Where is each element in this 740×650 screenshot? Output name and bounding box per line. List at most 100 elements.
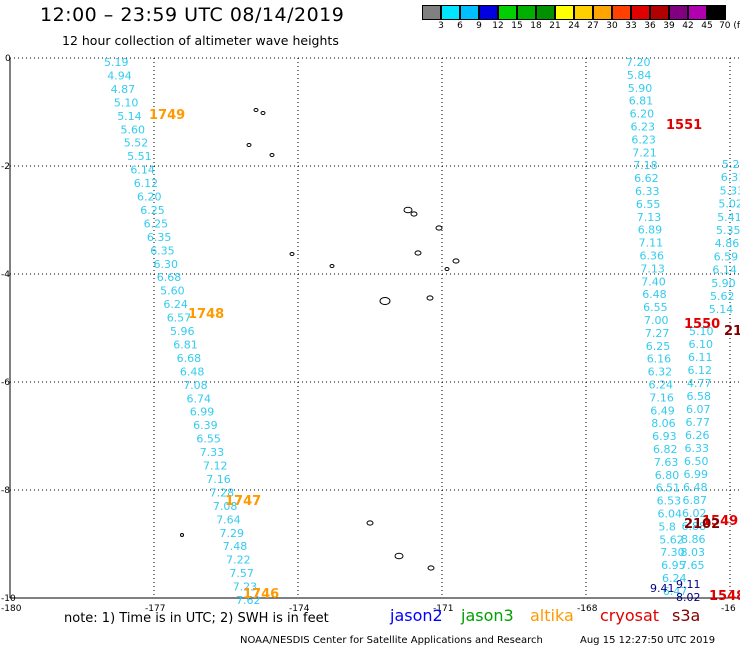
swh-value-track-a: 6.25	[144, 217, 169, 230]
note-text: note: 1) Time is in UTC; 2) SWH is in fe…	[64, 611, 329, 626]
swh-value-track-a: 6.57	[167, 312, 192, 325]
swh-value-track-b: 7.21	[632, 146, 657, 159]
scale-label: 70 (ft)	[719, 21, 740, 31]
swh-value-track-a: 6.81	[173, 338, 198, 351]
swh-value-track-a: 6.35	[147, 231, 172, 244]
swh-value-track-b: 7.27	[645, 327, 670, 340]
swh-value-track-d: 5.33	[720, 184, 740, 197]
swh-value-track-c: 6.88	[682, 520, 707, 533]
swh-value-track-d: 5.62	[710, 290, 735, 303]
swh-value-track-b: 8.06	[651, 417, 676, 430]
swh-value-track-a: 5.52	[124, 137, 149, 150]
swh-value-track-b: 6.93	[652, 430, 677, 443]
swh-value-dark: 9.11	[676, 578, 701, 591]
legend-jason2: jason2	[390, 606, 443, 625]
scale-swatch	[574, 5, 593, 20]
x-axis-label: -16	[721, 604, 736, 614]
swh-value-track-d: 5.35	[716, 224, 740, 237]
island-outline	[435, 225, 443, 231]
swh-value-track-a: 5.10	[114, 96, 138, 109]
swh-value-track-b: 7.00	[644, 314, 669, 327]
swh-value-dark: 9.41	[650, 582, 675, 595]
swh-value-track-b: 5.62	[659, 533, 684, 546]
scale-label: 45	[701, 21, 713, 31]
y-axis-label: 0	[5, 54, 11, 64]
scale-label: 9	[476, 21, 482, 31]
scale-label: 36	[644, 21, 656, 31]
swh-value-track-d: 6.59	[714, 250, 739, 263]
swh-value-track-b: 6.04	[658, 508, 683, 521]
swh-value-track-a: 5.96	[170, 325, 195, 338]
swh-value-track-b: 6.32	[648, 366, 673, 379]
swh-value-track-a: 7.57	[229, 567, 254, 580]
x-axis-label: -174	[289, 604, 310, 614]
swh-value-track-a: 6.35	[150, 244, 175, 257]
scale-label: 21	[549, 21, 561, 31]
swh-value-track-c: 6.99	[684, 468, 709, 481]
scale-label: 42	[682, 21, 694, 31]
swh-value-track-b: 6.25	[646, 340, 671, 353]
swh-value-track-c: 6.02	[682, 507, 707, 520]
swh-value-track-a: 7.23	[233, 581, 258, 594]
swh-value-track-b: 6.24	[649, 379, 674, 392]
swh-value-track-b: 6.55	[643, 301, 668, 314]
swh-value-track-c: 7.65	[680, 559, 705, 572]
swh-value-track-b: 7.20	[626, 56, 651, 69]
scale-swatch	[631, 5, 650, 20]
swh-value-track-a: 5.60	[121, 123, 146, 136]
swh-value-track-a: 6.99	[190, 406, 215, 419]
island-outline	[260, 111, 266, 115]
swh-value-track-a: 7.29	[220, 527, 245, 540]
scale-swatch	[669, 5, 688, 20]
swh-value-track-a: 5.14	[117, 110, 142, 123]
legend-s3a: s3a	[672, 606, 701, 625]
y-axis-label: -6	[1, 378, 10, 388]
swh-value-track-b: 6.53	[657, 495, 682, 508]
swh-value-track-a: 6.68	[157, 271, 182, 284]
swh-value-track-c: 6.77	[686, 416, 711, 429]
swh-value-track-c: 4.77	[687, 377, 712, 390]
swh-value-track-a: 6.20	[137, 191, 162, 204]
y-axis-label: -10	[1, 594, 16, 604]
swh-value-track-a: 6.14	[130, 164, 155, 177]
swh-value-track-c: 8.86	[681, 533, 706, 546]
scale-swatch	[441, 5, 460, 20]
swh-value-track-b: 6.24	[662, 572, 687, 585]
swh-value-track-a: 6.39	[193, 419, 218, 432]
swh-value-track-b: 6.51	[656, 482, 681, 495]
time-label-cryosat: 1549	[702, 514, 738, 529]
swh-value-track-b: 6.23	[631, 121, 656, 134]
time-label-altika: 1748	[188, 307, 224, 322]
island-outline	[426, 295, 434, 301]
swh-value-track-a: 6.24	[163, 298, 188, 311]
island-outline	[329, 264, 335, 268]
island-outline	[269, 153, 275, 157]
swh-value-track-c: 5.10	[689, 325, 714, 338]
swh-value-track-a: 4.94	[107, 69, 132, 82]
swh-value-track-a: 7.33	[200, 446, 225, 459]
scale-label: 24	[568, 21, 580, 31]
swh-value-track-a: 6.68	[177, 352, 202, 365]
scale-swatch	[555, 5, 574, 20]
swh-value-track-b: 6.48	[642, 288, 667, 301]
swh-value-track-d: 6.14	[712, 264, 737, 277]
legend-jason3: jason3	[461, 606, 514, 625]
x-axis-label: -171	[433, 604, 453, 614]
island-outline	[253, 108, 259, 112]
swh-value-track-a: 7.48	[223, 540, 248, 553]
swh-value-track-b: 7.11	[639, 237, 664, 250]
scale-label: 12	[492, 21, 504, 31]
swh-value-track-b: 6.55	[636, 198, 661, 211]
swh-value-track-a: 6.48	[180, 365, 205, 378]
y-axis-label: -8	[1, 486, 10, 496]
time-label-cryosat: 1548	[709, 589, 740, 604]
swh-value-track-b: 6.36	[640, 250, 665, 263]
scale-swatch	[422, 5, 441, 20]
scale-label: 6	[457, 21, 463, 31]
time-label-s3a: 2102	[684, 517, 720, 532]
swh-value-track-a: 7.08	[213, 500, 238, 513]
island-outline	[403, 206, 413, 214]
island-outline	[410, 211, 418, 217]
time-label-s3a: 21	[724, 324, 740, 339]
swh-value-track-c: 8.03	[681, 546, 706, 559]
